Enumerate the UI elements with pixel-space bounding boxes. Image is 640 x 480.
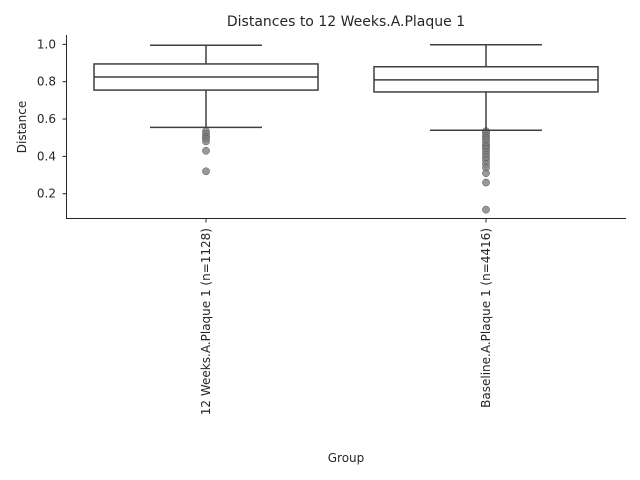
outlier-point: [482, 205, 490, 214]
x-tick-label: Baseline.A.Plaque 1 (n=4416): [479, 228, 493, 408]
chart-title: Distances to 12 Weeks.A.Plaque 1: [227, 14, 465, 30]
box-group: [373, 43, 599, 214]
outlier-point: [202, 167, 210, 176]
outlier-point: [202, 137, 210, 146]
outlier-point: [202, 146, 210, 155]
y-axis-label: Distance: [15, 101, 29, 153]
outlier-point: [482, 178, 490, 187]
y-tick-label: 0.6: [37, 112, 56, 126]
boxes: [93, 43, 599, 214]
box-group: [93, 44, 319, 176]
y-ticks: 0.2 0.4 0.6 0.8 1.0: [37, 37, 67, 201]
outlier-point: [482, 169, 490, 178]
y-tick-label: 0.4: [37, 149, 56, 163]
y-tick-label: 0.2: [37, 187, 56, 201]
x-axis-label: Group: [328, 451, 365, 465]
axes: [66, 35, 626, 219]
y-tick-label: 0.8: [37, 75, 56, 89]
x-ticks: 12 Weeks.A.Plaque 1 (n=1128) Baseline.A.P…: [199, 218, 493, 415]
y-tick-label: 1.0: [37, 37, 56, 51]
x-tick-label: 12 Weeks.A.Plaque 1 (n=1128): [199, 228, 213, 415]
